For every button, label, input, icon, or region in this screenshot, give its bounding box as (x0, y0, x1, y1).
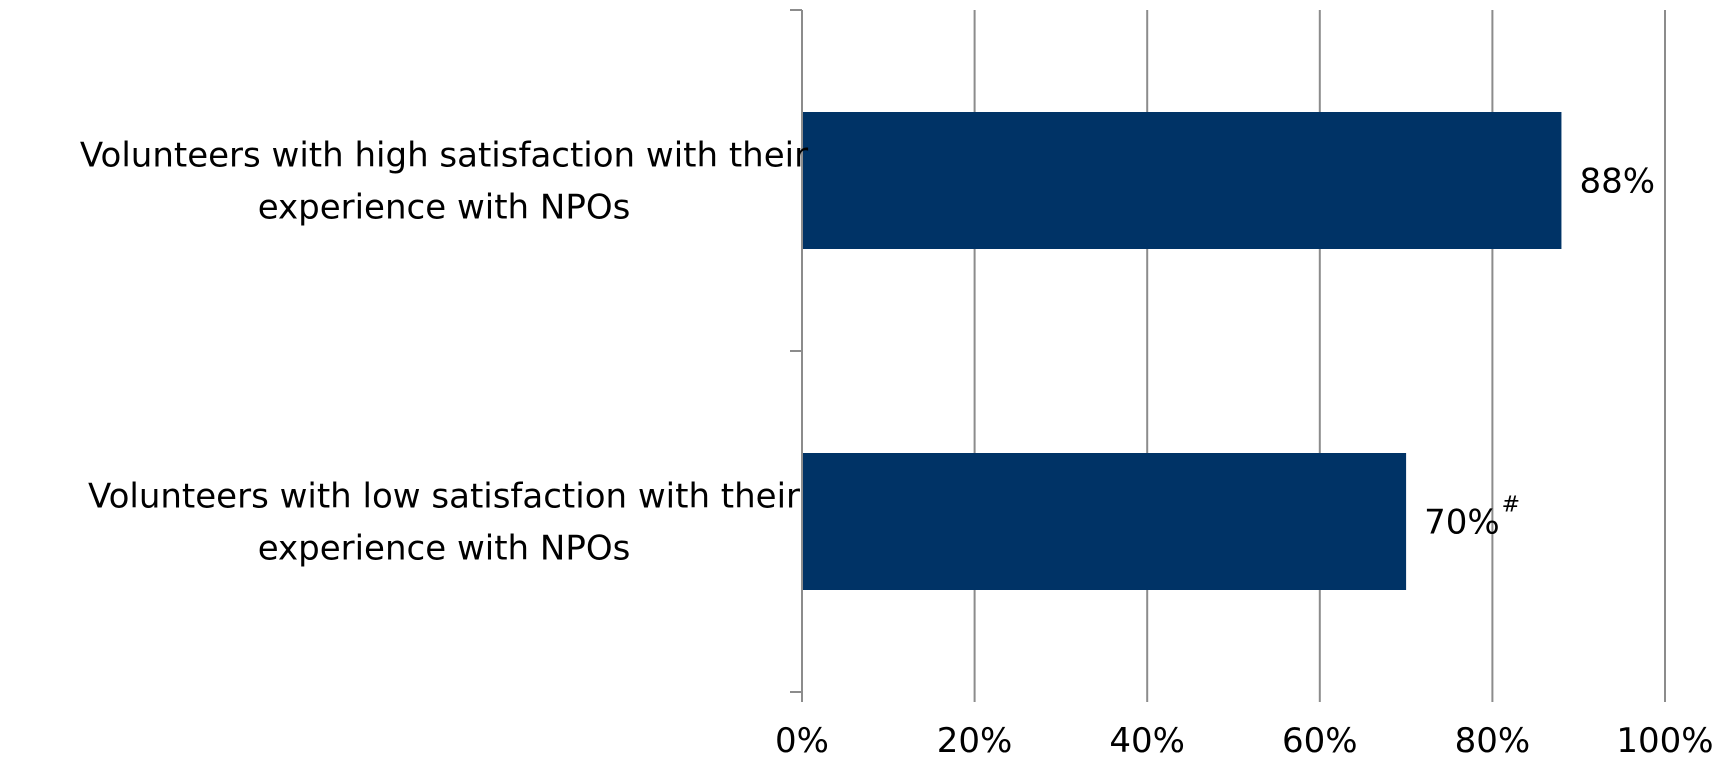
data-label: 88% (1579, 162, 1655, 202)
category-label: Volunteers with low satisfaction with th… (88, 477, 800, 517)
x-tick-labels: 0% 20% 40% 60% 80% 100% (775, 721, 1714, 761)
x-tick-label: 80% (1455, 721, 1531, 761)
category-labels: Volunteers with high satisfaction with t… (80, 136, 808, 569)
category-label: experience with NPOs (258, 188, 631, 228)
bars (802, 112, 1562, 590)
bar (802, 453, 1407, 590)
bar (802, 112, 1562, 249)
x-tick-label: 0% (775, 721, 829, 761)
category-label: Volunteers with high satisfaction with t… (80, 136, 808, 176)
data-labels: 88% 70% # (1424, 162, 1655, 543)
x-tick-label: 100% (1616, 721, 1713, 761)
x-tick-label: 60% (1282, 721, 1358, 761)
axes (790, 9, 1666, 702)
data-label-footnote: # (1502, 493, 1520, 518)
x-tick-label: 40% (1109, 721, 1185, 761)
data-label: 70% (1424, 503, 1500, 543)
x-tick-label: 20% (937, 721, 1013, 761)
category-label: experience with NPOs (258, 529, 631, 569)
